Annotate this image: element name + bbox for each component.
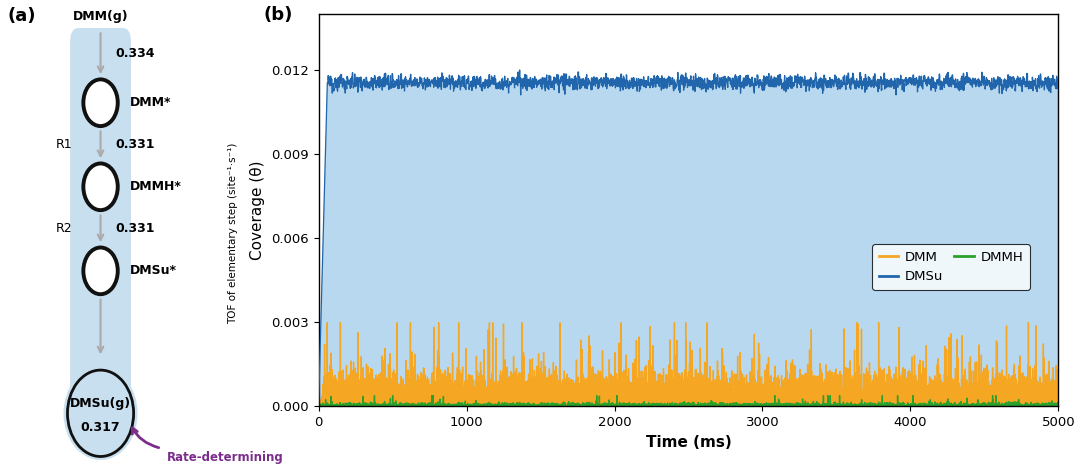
Y-axis label: Coverage (θ): Coverage (θ) bbox=[251, 160, 266, 260]
Text: TOF of elementary step (site⁻¹·s⁻¹): TOF of elementary step (site⁻¹·s⁻¹) bbox=[228, 143, 238, 324]
Text: DMMH*: DMMH* bbox=[130, 180, 181, 193]
Ellipse shape bbox=[64, 367, 137, 460]
Legend: DMM, DMSu, DMMH: DMM, DMSu, DMMH bbox=[872, 244, 1029, 290]
Text: (b): (b) bbox=[264, 6, 293, 24]
Ellipse shape bbox=[83, 248, 118, 294]
Text: (a): (a) bbox=[8, 7, 37, 25]
Ellipse shape bbox=[83, 79, 118, 126]
Text: 0.317: 0.317 bbox=[81, 421, 120, 434]
Text: DMM(g): DMM(g) bbox=[72, 10, 129, 23]
Ellipse shape bbox=[67, 370, 134, 457]
Text: DMSu*: DMSu* bbox=[130, 264, 177, 277]
X-axis label: Time (ms): Time (ms) bbox=[646, 435, 731, 450]
Text: 0.331: 0.331 bbox=[116, 222, 154, 235]
Text: 0.334: 0.334 bbox=[116, 47, 154, 60]
Text: DMSu(g): DMSu(g) bbox=[70, 397, 131, 410]
Text: R1: R1 bbox=[56, 138, 72, 151]
Text: DMM*: DMM* bbox=[130, 96, 171, 109]
Ellipse shape bbox=[83, 163, 118, 210]
Text: R2: R2 bbox=[56, 222, 72, 235]
Text: 0.331: 0.331 bbox=[116, 138, 154, 151]
Text: Rate-determining
step: Rate-determining step bbox=[166, 451, 283, 467]
FancyBboxPatch shape bbox=[70, 28, 131, 411]
